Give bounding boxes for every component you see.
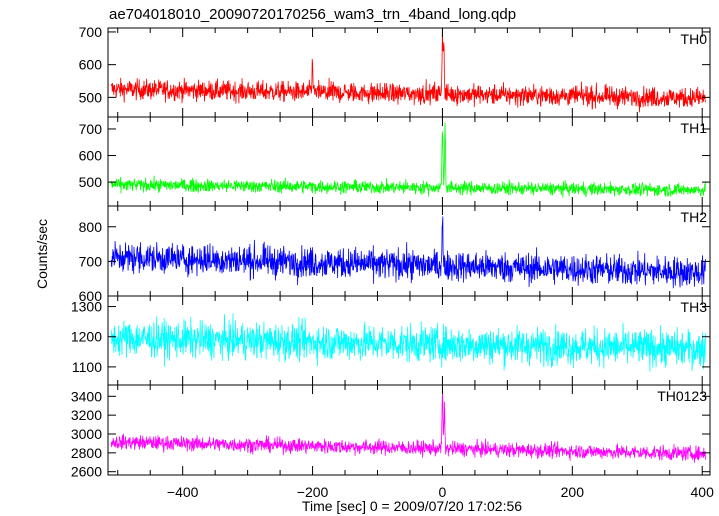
- x-tick-label: 400: [691, 484, 715, 500]
- panel-th3: 1100 1200 1300 TH3: [71, 295, 711, 386]
- panels-group: 500 600 700 TH0 500 600 700 TH1 600 700 800 TH2 1100…: [71, 24, 714, 500]
- y-tick-label: 600: [79, 57, 103, 73]
- y-tick-label: 600: [79, 148, 103, 164]
- y-tick-label: 3200: [71, 407, 102, 423]
- y-tick-label: 2800: [71, 445, 102, 461]
- panel-th0123: 2600 2800 3000 3200 3400 TH0123: [71, 384, 711, 480]
- x-tick-label: −400: [167, 484, 199, 500]
- y-tick-label: 1300: [71, 299, 102, 315]
- series-line-th0123: [110, 391, 706, 463]
- series-line-th1: [110, 122, 706, 198]
- panel-frame: [107, 384, 711, 476]
- y-tick-label: 600: [79, 288, 103, 304]
- y-axis-label: Counts/sec: [34, 219, 50, 289]
- panel-th0: 500 600 700 TH0: [79, 24, 711, 118]
- y-tick-label: 1100: [72, 359, 102, 375]
- y-tick-label: 700: [79, 121, 103, 137]
- y-tick-label: 2600: [71, 464, 102, 480]
- panel-frame: [107, 205, 711, 297]
- band-label-th0123: TH0123: [657, 388, 707, 404]
- band-label-th3: TH3: [681, 299, 708, 315]
- series-line-th2: [110, 216, 706, 289]
- y-tick-label: 800: [79, 219, 103, 235]
- y-tick-label: 700: [79, 253, 103, 269]
- x-axis-label: Time [sec] 0 = 2009/07/20 17:02:56: [302, 498, 522, 514]
- x-tick-label: −200: [297, 484, 329, 500]
- panel-th2: 600 700 800 TH2: [79, 205, 711, 304]
- panel-frame: [107, 295, 711, 386]
- x-tick-label: 200: [561, 484, 585, 500]
- band-label-th2: TH2: [681, 209, 708, 225]
- y-tick-label: 700: [79, 24, 103, 40]
- y-tick-label: 3000: [71, 426, 102, 442]
- series-line-th0: [110, 27, 706, 113]
- y-tick-label: 1200: [71, 329, 102, 345]
- x-tick-label: 0: [439, 484, 447, 500]
- band-label-th0: TH0: [681, 31, 708, 47]
- band-label-th1: TH1: [681, 120, 708, 136]
- y-tick-label: 500: [79, 89, 103, 105]
- y-tick-label: 500: [79, 174, 103, 190]
- panel-th1: 500 600 700 TH1: [79, 116, 711, 207]
- panel-frame: [107, 27, 711, 118]
- y-tick-label: 3400: [71, 388, 102, 404]
- series-line-th3: [110, 313, 706, 372]
- chart-title: ae704018010_20090720170256_wam3_trn_4ban…: [109, 6, 516, 23]
